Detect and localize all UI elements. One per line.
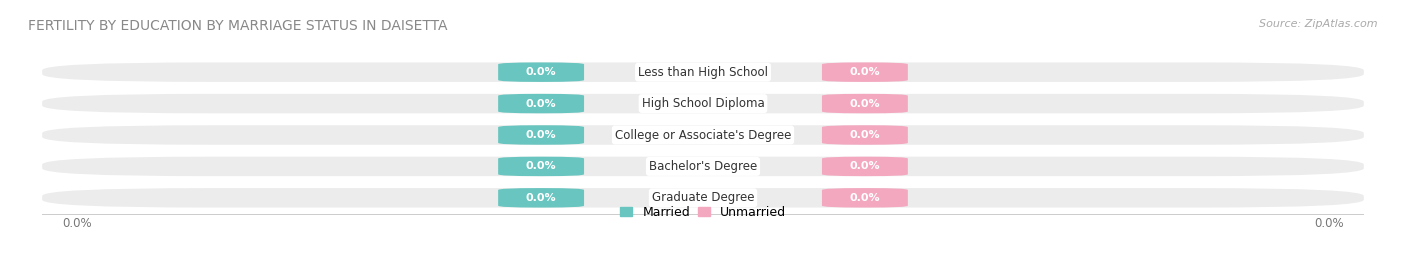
FancyBboxPatch shape	[42, 125, 1364, 145]
Text: 0.0%: 0.0%	[849, 67, 880, 77]
FancyBboxPatch shape	[823, 125, 908, 145]
Text: 0.0%: 0.0%	[526, 99, 557, 109]
Text: 0.0%: 0.0%	[62, 217, 91, 230]
Text: 0.0%: 0.0%	[849, 99, 880, 109]
FancyBboxPatch shape	[498, 188, 583, 208]
Text: 0.0%: 0.0%	[849, 193, 880, 203]
FancyBboxPatch shape	[42, 62, 1364, 82]
Legend: Married, Unmarried: Married, Unmarried	[614, 201, 792, 224]
FancyBboxPatch shape	[42, 94, 1364, 113]
Text: 0.0%: 0.0%	[526, 67, 557, 77]
FancyBboxPatch shape	[498, 62, 583, 82]
Text: 0.0%: 0.0%	[849, 130, 880, 140]
Text: 0.0%: 0.0%	[849, 161, 880, 171]
FancyBboxPatch shape	[498, 157, 583, 176]
Text: Less than High School: Less than High School	[638, 66, 768, 79]
FancyBboxPatch shape	[42, 188, 1364, 208]
FancyBboxPatch shape	[42, 157, 1364, 176]
FancyBboxPatch shape	[823, 62, 908, 82]
FancyBboxPatch shape	[823, 94, 908, 113]
Text: 0.0%: 0.0%	[526, 161, 557, 171]
Text: 0.0%: 0.0%	[526, 130, 557, 140]
Text: Bachelor's Degree: Bachelor's Degree	[650, 160, 756, 173]
FancyBboxPatch shape	[823, 188, 908, 208]
FancyBboxPatch shape	[498, 94, 583, 113]
Text: High School Diploma: High School Diploma	[641, 97, 765, 110]
Text: Graduate Degree: Graduate Degree	[652, 191, 754, 204]
Text: College or Associate's Degree: College or Associate's Degree	[614, 129, 792, 141]
FancyBboxPatch shape	[498, 125, 583, 145]
Text: Source: ZipAtlas.com: Source: ZipAtlas.com	[1260, 19, 1378, 29]
Text: 0.0%: 0.0%	[526, 193, 557, 203]
Text: FERTILITY BY EDUCATION BY MARRIAGE STATUS IN DAISETTA: FERTILITY BY EDUCATION BY MARRIAGE STATU…	[28, 19, 447, 33]
Text: 0.0%: 0.0%	[1315, 217, 1344, 230]
FancyBboxPatch shape	[823, 157, 908, 176]
